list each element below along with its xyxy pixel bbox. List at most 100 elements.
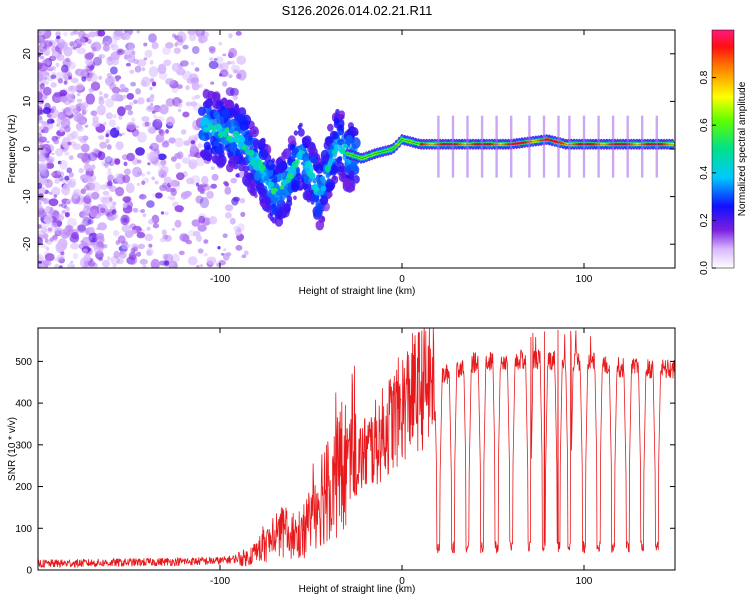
noise-cell	[83, 185, 90, 191]
noise-cell	[38, 125, 42, 131]
noise-cell	[59, 265, 63, 268]
noise-cell	[66, 167, 73, 174]
noise-cell	[106, 256, 111, 261]
noise-cell	[171, 228, 176, 231]
noise-cell	[217, 246, 221, 250]
noise-cell	[122, 196, 131, 203]
noise-cell	[48, 198, 59, 207]
noise-cell	[38, 46, 44, 54]
noise-cell	[109, 130, 115, 136]
noise-cell	[190, 77, 200, 85]
noise-cell	[38, 132, 43, 138]
noise-cell	[233, 225, 240, 232]
noise-cell	[57, 169, 62, 175]
noise-cell	[104, 77, 113, 85]
x-tick-label: 100	[576, 274, 593, 285]
noise-cell	[117, 235, 126, 244]
noise-cell	[89, 226, 95, 234]
signal-cell	[277, 162, 286, 174]
noise-cell	[133, 58, 139, 65]
noise-cell	[54, 95, 61, 103]
noise-cell	[210, 166, 215, 170]
noise-cell	[39, 55, 45, 60]
noise-cell	[228, 47, 238, 58]
noise-cell	[109, 83, 117, 91]
noise-cell	[42, 107, 51, 115]
noise-cell	[75, 113, 85, 123]
noise-cell	[136, 131, 147, 143]
noise-cell	[116, 91, 120, 95]
noise-cell	[61, 71, 68, 77]
noise-cell	[138, 194, 147, 200]
noise-cell	[190, 143, 197, 152]
noise-cell	[84, 52, 94, 60]
noise-cell	[88, 232, 99, 243]
noise-cell	[174, 35, 179, 40]
noise-cell	[67, 141, 72, 146]
noise-cell	[65, 200, 71, 205]
noise-cell	[38, 70, 48, 77]
noise-cell	[190, 101, 198, 107]
noise-cell	[87, 218, 94, 225]
y-tick-label: -10	[22, 189, 33, 204]
colorbar-gradient	[711, 29, 735, 269]
spectral-streak	[582, 115, 586, 178]
signal-cell	[277, 173, 284, 181]
noise-cell	[123, 87, 129, 93]
signal-cell	[324, 182, 334, 193]
noise-cell	[105, 133, 109, 138]
noise-cell	[123, 32, 131, 41]
noise-cell	[210, 183, 217, 189]
noise-cell	[146, 250, 152, 256]
signal-cell	[226, 163, 234, 173]
noise-cell	[112, 201, 117, 207]
noise-cell	[72, 30, 79, 35]
signal-core-cell	[279, 185, 285, 190]
signal-cell	[293, 130, 299, 136]
noise-cell	[136, 159, 142, 164]
noise-cell	[97, 30, 106, 37]
noise-cell	[160, 159, 167, 166]
x-tick-label: -100	[210, 576, 230, 587]
noise-cell	[62, 183, 70, 191]
noise-cell	[165, 129, 170, 134]
noise-cell	[38, 105, 43, 116]
noise-cell	[44, 154, 50, 159]
noise-cell	[137, 243, 145, 250]
noise-cell	[59, 159, 68, 170]
signal-cell	[303, 135, 312, 145]
noise-cell	[140, 172, 146, 177]
noise-cell	[83, 195, 92, 204]
noise-cell	[148, 243, 153, 248]
signal-cell	[351, 182, 356, 188]
noise-cell	[70, 141, 77, 147]
noise-cell	[141, 76, 151, 88]
noise-cell	[223, 248, 227, 252]
noise-cell	[190, 175, 201, 186]
noise-cell	[198, 30, 202, 33]
noise-cell	[38, 205, 44, 213]
noise-cell	[50, 74, 57, 80]
noise-cell	[147, 162, 151, 166]
noise-cell	[180, 129, 187, 135]
noise-cell	[103, 93, 109, 99]
noise-cell	[163, 59, 172, 67]
spectrogram-y-label: Frequency (Hz)	[7, 115, 18, 184]
signal-cell	[329, 144, 334, 150]
noise-cell	[231, 197, 239, 206]
noise-cell	[44, 80, 50, 85]
signal-cell	[197, 106, 206, 117]
noise-cell	[216, 263, 220, 267]
noise-cell	[45, 162, 55, 169]
noise-cell	[38, 91, 43, 100]
noise-cell	[108, 119, 117, 127]
noise-cell	[58, 175, 64, 182]
noise-cell	[76, 92, 81, 97]
noise-cell	[107, 181, 113, 187]
noise-cell	[45, 240, 53, 245]
noise-cell	[168, 137, 176, 144]
noise-cell	[128, 101, 134, 107]
signal-cell	[337, 130, 343, 136]
signal-cell	[225, 99, 234, 109]
noise-cell	[175, 162, 181, 170]
